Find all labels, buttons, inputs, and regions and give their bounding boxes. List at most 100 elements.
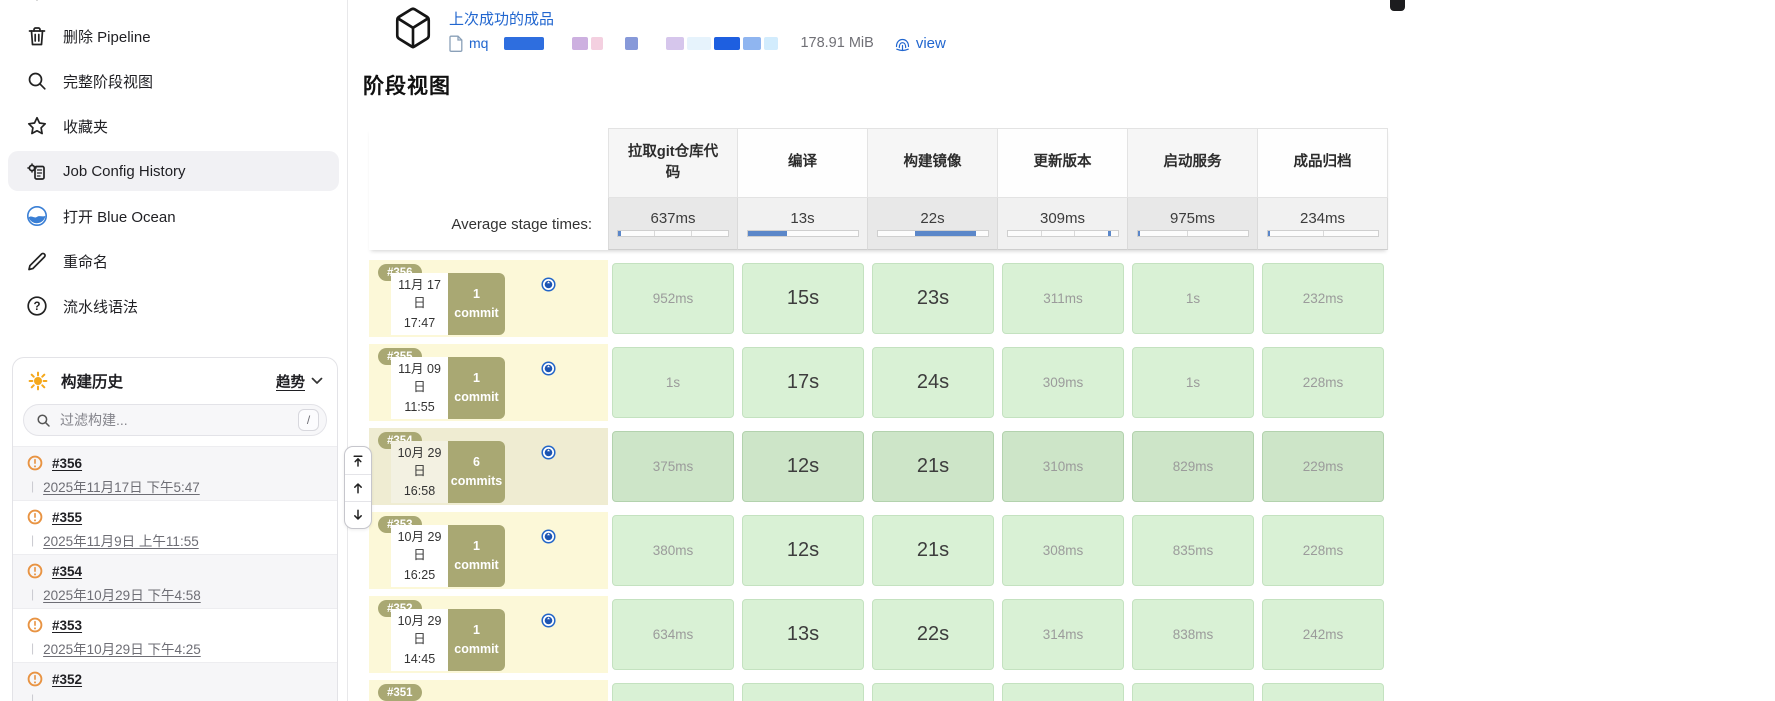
stage-cell: 380ms [608,512,738,589]
stage-cell: 228ms [1258,344,1388,421]
sidebar-item-流水线语法[interactable]: ? 流水线语法 [8,286,339,326]
stage-time-bar-divider [1322,231,1324,236]
shortcut-key-badge: / [298,409,319,431]
scroll-up-button[interactable] [345,474,371,501]
sidebar-item-完整阶段视图[interactable]: 完整阶段视图 [8,61,339,101]
scroll-to-top-button[interactable] [345,447,371,474]
average-time-value: 975ms [1169,210,1216,227]
stage-duration-cell[interactable]: 12s [742,515,864,586]
stage-duration-cell[interactable]: 1s [612,347,734,418]
build-date-box[interactable]: 11月 09 日 11:55 [391,357,448,419]
stage-duration-cell[interactable]: 21s [872,431,994,502]
stage-duration-cell[interactable]: 314ms [1002,599,1124,670]
stage-duration-cell[interactable]: 15s [742,263,864,334]
commits-box[interactable]: 1 commit [448,525,505,587]
build-link[interactable]: #354 [52,563,83,579]
date-commit-group: 10月 29 日 16:25 1 commit [391,525,505,587]
help-icon: ? [26,295,48,317]
stage-duration-cell[interactable]: 308ms [1002,515,1124,586]
stage-duration-cell[interactable]: 229ms [1262,431,1384,502]
sidebar-item-删除-pipeline[interactable]: 删除 Pipeline [8,16,339,56]
filter-builds-input[interactable]: 过滤构建... / [23,404,327,436]
sidebar-item-收藏夹[interactable]: 收藏夹 [8,106,339,146]
stage-duration-cell[interactable]: 829ms [1132,431,1254,502]
commits-box[interactable]: 1 commit [448,357,505,419]
sidebar-item-job-config-history[interactable]: Job Config History [8,151,339,191]
build-date-link[interactable]: 2025年10月29日 下午4:58 [43,588,201,603]
build-date-box[interactable]: 11月 17 日 17:47 [391,273,448,335]
stage-duration-cell[interactable] [1002,683,1124,701]
stage-duration-cell[interactable] [1262,683,1384,701]
commits-box[interactable]: 6 commits [448,441,505,503]
build-link[interactable]: #353 [52,617,83,633]
stage-duration-value: 634ms [652,627,694,642]
stage-duration-cell[interactable]: 634ms [612,599,734,670]
stage-duration-cell[interactable]: 952ms [612,263,734,334]
stage-duration-cell[interactable]: 1s [1132,263,1254,334]
build-link[interactable]: #352 [52,671,83,687]
stage-time-bar [746,230,859,237]
arrow-down-icon [351,508,365,522]
build-date-link[interactable]: 2025年11月9日 上午11:55 [43,534,199,549]
sidebar-item-配置[interactable]: 配置 [8,0,339,11]
build-date-box[interactable]: 10月 29 日 16:58 [391,441,448,503]
stage-duration-value: 838ms [1172,627,1214,642]
build-date-box[interactable]: 10月 29 日 16:25 [391,525,448,587]
build-date-box[interactable]: 10月 29 日 14:45 [391,609,448,671]
stage-duration-cell[interactable]: 232ms [1262,263,1384,334]
artifact-file-link[interactable]: mq [469,35,489,51]
build-link[interactable]: #355 [52,509,83,525]
build-number-badge[interactable]: #351 [378,684,422,701]
stage-duration-value: 308ms [1042,543,1084,558]
stage-duration-cell[interactable]: 13s [742,599,864,670]
stage-cell: 15s [738,260,868,337]
commits-box[interactable]: 1 commit [448,609,505,671]
stage-duration-cell[interactable]: 23s [872,263,994,334]
scroll-down-button[interactable] [345,501,371,528]
stage-duration-cell[interactable] [872,683,994,701]
stage-duration-cell[interactable]: 242ms [1262,599,1384,670]
stage-duration-cell[interactable]: 24s [872,347,994,418]
stage-cell: 308ms [998,512,1128,589]
stage-duration-cell[interactable] [742,683,864,701]
build-date-link[interactable]: 2025年10月29日 下午4:25 [43,642,201,657]
stage-duration-cell[interactable]: 22s [872,599,994,670]
trend-link[interactable]: 趋势 [276,371,323,392]
pencil-icon [26,250,48,272]
restart-stage-icon[interactable] [541,529,556,544]
stage-cell: 952ms [608,260,738,337]
stage-duration-cell[interactable]: 309ms [1002,347,1124,418]
restart-stage-icon[interactable] [541,445,556,460]
stage-time-bar-fill [1137,231,1140,236]
stage-duration-cell[interactable]: 375ms [612,431,734,502]
stage-duration-cell[interactable]: 12s [742,431,864,502]
stage-duration-cell[interactable]: 835ms [1132,515,1254,586]
stage-cell: 1s [608,344,738,421]
restart-stage-icon[interactable] [541,277,556,292]
commits-box[interactable]: 1 commit [448,273,505,335]
build-link[interactable]: #356 [52,455,83,471]
restart-stage-icon[interactable] [541,613,556,628]
commit-count: 1 [473,623,480,638]
build-date-link[interactable]: 2025年11月17日 下午5:47 [43,480,200,495]
average-times-row: Average stage times: 637ms 13s 22s 309ms 975… [369,198,1388,250]
stage-time-bar-fill [1107,231,1111,236]
stage-duration-cell[interactable]: 228ms [1262,515,1384,586]
stage-duration-cell[interactable]: 21s [872,515,994,586]
stage-duration-cell[interactable]: 17s [742,347,864,418]
fingerprint-view-link[interactable]: view [894,35,946,52]
stage-duration-cell[interactable]: 228ms [1262,347,1384,418]
stage-duration-cell[interactable] [1132,683,1254,701]
stage-duration-cell[interactable]: 311ms [1002,263,1124,334]
sidebar-item-重命名[interactable]: 重命名 [8,241,339,281]
stage-duration-cell[interactable]: 1s [1132,347,1254,418]
stage-duration-cell[interactable]: 380ms [612,515,734,586]
stage-duration-cell[interactable] [612,683,734,701]
restart-stage-icon[interactable] [541,361,556,376]
sidebar-item-打开-blue-ocean[interactable]: 打开 Blue Ocean [8,196,339,236]
stage-cell: 310ms [998,428,1128,505]
last-successful-artifact-link[interactable]: 上次成功的成品 [449,11,555,28]
stage-duration-cell[interactable]: 310ms [1002,431,1124,502]
stage-duration-cell[interactable]: 838ms [1132,599,1254,670]
redacted-filename [494,36,779,50]
